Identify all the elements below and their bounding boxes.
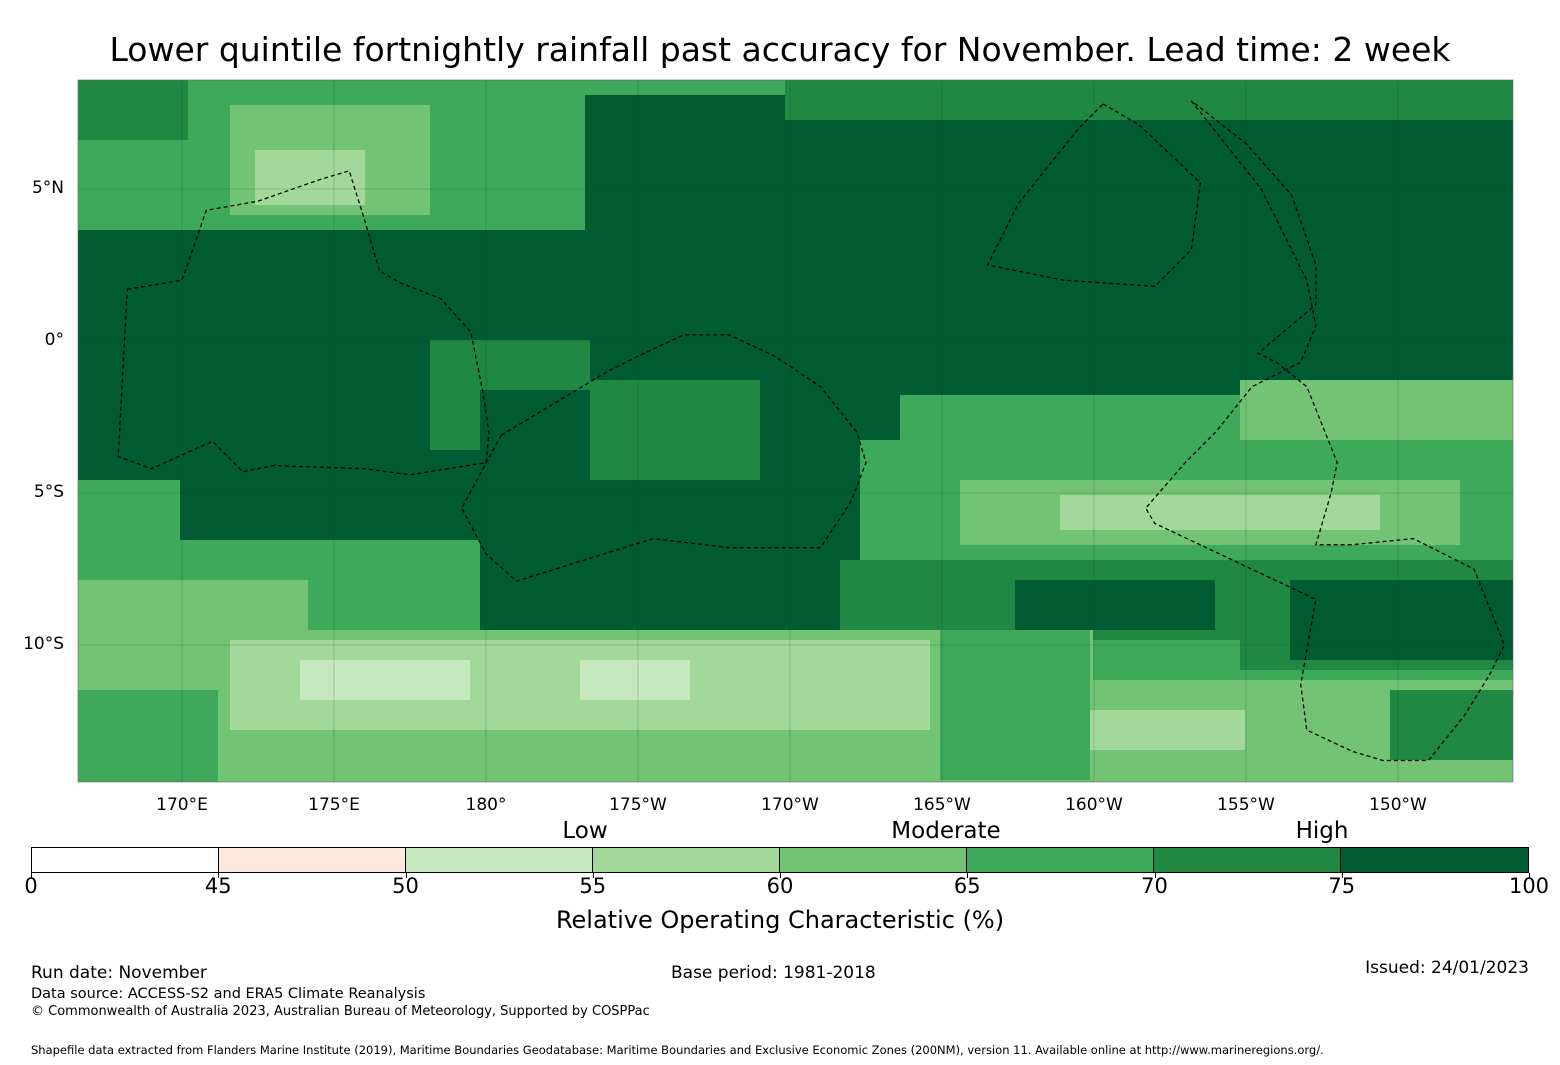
band-south-far-east-pale [1065, 710, 1245, 750]
colorbar-tick-label: 0 [24, 874, 38, 898]
lat-label: 5°S [33, 482, 64, 502]
map-panel [77, 79, 1514, 783]
eez-boundary-4 [986, 103, 1202, 287]
colorbar-tick-mark [967, 873, 969, 878]
colorbar-tick-label: 75 [1328, 874, 1356, 898]
band-west-south-dark [180, 480, 480, 540]
lon-label: 175°E [308, 795, 360, 815]
colorbar-tick-mark [1529, 873, 1530, 878]
band-south-mod-west [78, 690, 218, 782]
colorbar-tick-mark [780, 873, 781, 878]
band-north-high-east [585, 95, 1513, 395]
map-frame [77, 79, 1514, 783]
colorbar-segment [593, 848, 780, 872]
band-north-dark-left [78, 80, 188, 140]
colorbar-segment [1154, 848, 1341, 872]
copyright: © Commonwealth of Australia 2023, Austra… [31, 1004, 650, 1019]
lon-label: 150°W [1369, 795, 1427, 815]
band-south-east-high [1290, 580, 1513, 660]
colorbar-label: Relative Operating Characteristic (%) [555, 906, 1005, 934]
eez-boundary-1 [117, 169, 490, 476]
colorbar-tick-label: 45 [204, 874, 232, 898]
band-south-palest [300, 660, 470, 700]
colorbar-segment [32, 848, 219, 872]
colorbar-tick-mark [592, 873, 594, 878]
band-central-mod [590, 380, 760, 480]
eez-boundary-2 [460, 334, 867, 582]
category-high-label: High [1295, 818, 1349, 844]
lon-label: 160°W [1065, 795, 1123, 815]
lon-label: 175°W [609, 795, 667, 815]
base-period: Base period: 1981-2018 [671, 963, 876, 983]
band-south-pale-2 [580, 660, 690, 700]
band-south-east-pale [1060, 495, 1380, 530]
band-south-mid-high [1015, 580, 1215, 630]
colorbar-segment [1341, 848, 1528, 872]
lon-label: 170°E [156, 795, 208, 815]
graticule [78, 80, 1513, 782]
colorbar-tick-label: 65 [953, 874, 981, 898]
band-south-far-east-dark [1390, 690, 1513, 760]
lat-label: 10°S [23, 634, 64, 654]
colorbar-tick-label: 70 [1141, 874, 1168, 898]
colorbar-tick-mark [31, 873, 32, 878]
colorbar [31, 847, 1529, 873]
eez-boundary-3 [1144, 100, 1506, 762]
accuracy-grid [78, 80, 1513, 782]
colorbar-segment [406, 848, 593, 872]
lon-label: 170°W [761, 795, 819, 815]
colorbar-segment [967, 848, 1154, 872]
band-north-upper-east [785, 80, 1513, 120]
lat-label: 0° [44, 330, 64, 350]
shapefile-credit: Shapefile data extracted from Flanders M… [31, 1043, 1324, 1057]
band-east-mod [1240, 380, 1513, 440]
issued-date: Issued: 24/01/2023 [1365, 958, 1529, 978]
lon-label: 165°W [913, 795, 971, 815]
data-source: Data source: ACCESS-S2 and ERA5 Climate … [31, 986, 426, 1002]
colorbar-tick-mark [1341, 873, 1343, 878]
category-moderate-label: Moderate [891, 818, 1001, 844]
lon-label: 155°W [1217, 795, 1275, 815]
map-title: Lower quintile fortnightly rainfall past… [109, 30, 1451, 69]
colorbar-tick-label: 55 [579, 874, 607, 898]
colorbar-segment [780, 848, 967, 872]
category-low-label: Low [562, 818, 608, 844]
colorbar-tick-mark [405, 873, 407, 878]
run-date: Run date: November [31, 963, 207, 983]
colorbar-tick-label: 50 [392, 874, 419, 898]
colorbar-tick-mark [1154, 873, 1156, 878]
eez-boundaries [117, 100, 1506, 762]
lat-label: 5°N [31, 178, 64, 198]
band-southwest-light [78, 580, 308, 630]
band-midsouth-mod [940, 630, 1090, 780]
colorbar-segment [219, 848, 406, 872]
colorbar-tick-mark [218, 873, 220, 878]
colorbar-tick-label: 60 [766, 874, 794, 898]
colorbar-tick-label: 100 [1508, 874, 1550, 898]
lon-label: 180° [465, 795, 507, 815]
